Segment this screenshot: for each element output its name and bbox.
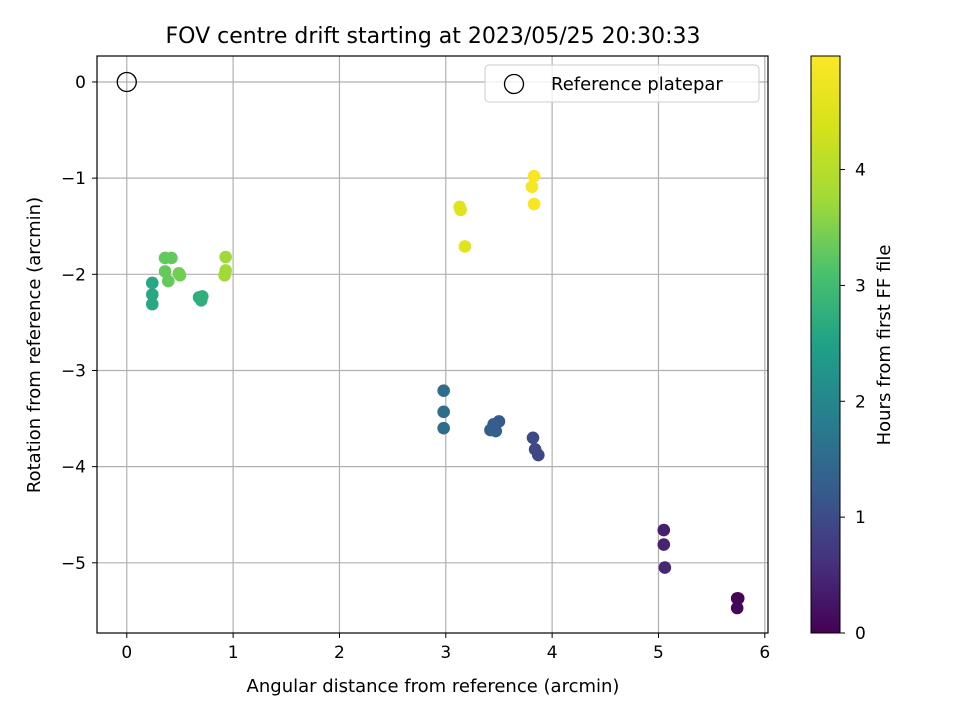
colorbar-tick-label: 4 xyxy=(855,161,866,181)
y-axis-label: Rotation from reference (arcmin) xyxy=(24,197,45,493)
data-point xyxy=(730,601,744,615)
colorbar-tick-label: 3 xyxy=(855,276,866,296)
data-point xyxy=(657,538,671,551)
chart-title: FOV centre drift starting at 2023/05/25 … xyxy=(166,24,701,49)
x-tick-label: 0 xyxy=(121,643,132,663)
x-tick-label: 6 xyxy=(759,643,770,663)
y-tick-label: −5 xyxy=(61,554,86,574)
y-tick-label: −2 xyxy=(61,265,86,285)
colorbar-frame xyxy=(810,55,841,634)
data-point xyxy=(218,268,231,282)
y-axis-ticks: 0 −1 −2 −3 −4 −5 xyxy=(61,73,97,574)
data-point xyxy=(219,250,232,264)
data-point xyxy=(194,293,208,307)
data-point xyxy=(161,274,175,288)
plot-frame xyxy=(96,55,769,634)
data-point xyxy=(145,288,159,301)
colorbar-tick-label: 0 xyxy=(855,624,866,644)
colorbar-ticks: 0 1 2 3 4 xyxy=(840,161,866,644)
data-point xyxy=(489,424,503,438)
data-point xyxy=(173,268,187,282)
grid-lines xyxy=(97,56,768,633)
data-point xyxy=(145,297,159,311)
x-tick-label: 2 xyxy=(334,643,345,663)
data-point xyxy=(527,197,541,211)
y-tick-label: 0 xyxy=(75,73,86,93)
data-point xyxy=(165,251,178,265)
x-tick-label: 5 xyxy=(653,643,664,663)
data-point xyxy=(731,592,745,605)
y-tick-label: −3 xyxy=(61,361,86,381)
reference-point xyxy=(116,71,137,93)
colorbar-tick-label: 1 xyxy=(855,508,866,528)
x-axis-ticks: 0 1 2 3 4 5 6 xyxy=(121,633,770,663)
data-point xyxy=(657,523,671,537)
data-point xyxy=(458,240,472,253)
data-point xyxy=(437,421,450,435)
data-point xyxy=(454,203,467,217)
x-axis-label: Angular distance from reference (arcmin) xyxy=(247,676,620,697)
colorbar-gradient xyxy=(811,56,840,633)
data-point xyxy=(528,443,542,456)
colorbar: 0 1 2 3 4 Hours from first FF file xyxy=(810,55,895,644)
y-tick-label: −1 xyxy=(61,169,86,189)
colorbar-tick-label: 2 xyxy=(855,392,866,412)
data-point xyxy=(145,276,159,290)
legend-label: Reference platepar xyxy=(551,74,723,95)
data-points xyxy=(145,169,745,615)
data-point xyxy=(526,431,540,445)
legend-box xyxy=(484,64,760,103)
legend: Reference platepar xyxy=(484,64,760,103)
data-point xyxy=(525,180,539,194)
data-point xyxy=(527,169,541,183)
data-point xyxy=(158,265,172,278)
data-point xyxy=(437,384,450,397)
colorbar-label: Hours from first FF file xyxy=(874,245,895,446)
x-tick-label: 3 xyxy=(440,643,451,663)
y-tick-label: −4 xyxy=(61,458,86,478)
reference-platepar-marker xyxy=(116,71,137,93)
x-tick-label: 4 xyxy=(547,643,558,663)
x-tick-label: 1 xyxy=(228,643,239,663)
data-point xyxy=(658,561,672,574)
legend-open-circle-marker xyxy=(503,73,525,95)
data-point xyxy=(437,405,450,419)
